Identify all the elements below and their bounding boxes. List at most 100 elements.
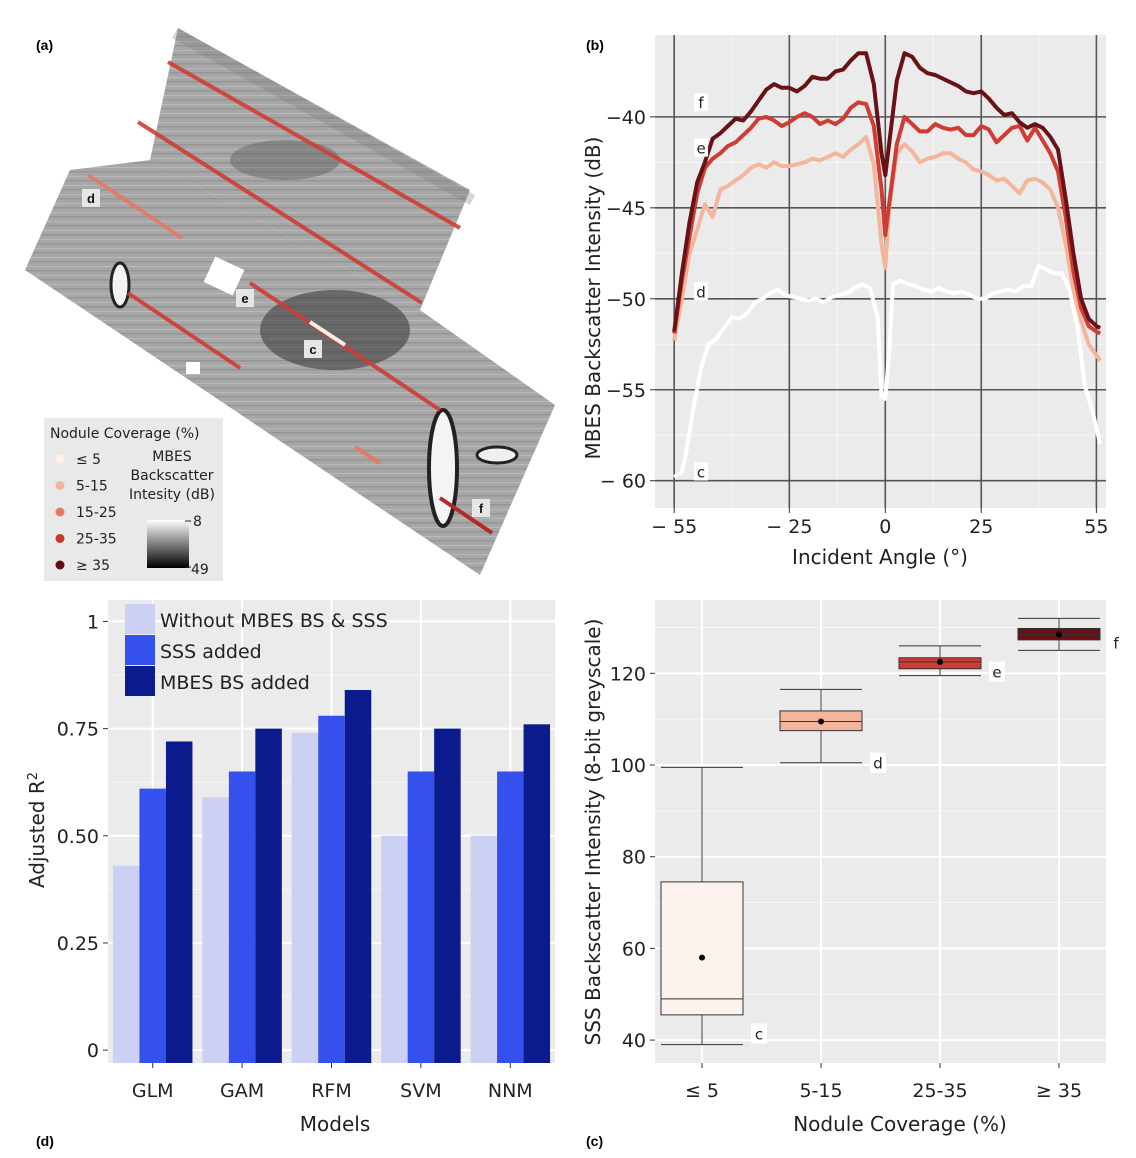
legend-swatch bbox=[55, 534, 65, 543]
transect-line bbox=[136, 120, 424, 305]
legend-swatch bbox=[55, 454, 65, 464]
panel-b-tag: (b) bbox=[586, 37, 604, 53]
panel-c-box-plot: c d e f ≤ 5 5-15 25-35 ≥ 35 40 60 80 100 120 Nodul… bbox=[581, 600, 1124, 1149]
y-tick-label: 60 bbox=[622, 938, 646, 960]
y-axis-title: Adjusted R2 bbox=[25, 772, 49, 888]
legend-item-label: 25-35 bbox=[76, 532, 117, 548]
colorbar-min-label: 49 bbox=[191, 562, 209, 578]
data-gap bbox=[186, 362, 200, 374]
bar bbox=[202, 797, 229, 1063]
box bbox=[660, 881, 744, 1016]
line-label: e bbox=[696, 140, 705, 158]
bar bbox=[228, 771, 256, 1063]
colorbar bbox=[147, 520, 189, 568]
line-label: d bbox=[696, 283, 706, 301]
legend-label: MBES BS added bbox=[160, 672, 310, 694]
y-tick-label: 100 bbox=[610, 755, 646, 777]
colorbar-max-label: 8 bbox=[193, 514, 202, 530]
legend-swatch bbox=[55, 507, 65, 517]
y-tick-label: 0.25 bbox=[57, 933, 99, 955]
legend-title: Nodule Coverage (%) bbox=[50, 426, 200, 442]
transects bbox=[86, 60, 494, 535]
legend-swatch bbox=[125, 635, 155, 665]
panel-c-tag: (c) bbox=[586, 1133, 603, 1149]
line-label: f bbox=[698, 94, 704, 112]
series-line-c bbox=[673, 264, 1103, 479]
transect-line bbox=[353, 445, 382, 465]
data-gap bbox=[203, 256, 245, 296]
y-tick-label: −45 bbox=[606, 198, 646, 220]
dark-seafloor-patch bbox=[260, 290, 410, 370]
x-tick-label: 0 bbox=[879, 516, 891, 538]
x-tick-label: ≥ 35 bbox=[1036, 1080, 1082, 1102]
mosaic-main-strip bbox=[25, 160, 555, 575]
x-tick-label: RFM bbox=[311, 1080, 352, 1102]
legend-swatch bbox=[125, 604, 155, 634]
series-line-d bbox=[672, 134, 1102, 362]
site-label-d: d bbox=[87, 191, 95, 206]
transect-line bbox=[438, 496, 494, 535]
transect-line bbox=[126, 291, 242, 370]
y-axis-title: MBES Backscatter Intensity (dB) bbox=[581, 137, 605, 460]
y-tick-label: 0.75 bbox=[57, 719, 99, 741]
line-label-bg bbox=[694, 462, 709, 481]
y-tick-label: 0 bbox=[87, 1040, 99, 1062]
box-label: f bbox=[1113, 634, 1119, 652]
legend-swatch bbox=[125, 666, 155, 696]
line-label: c bbox=[697, 463, 705, 481]
mean-point bbox=[937, 658, 943, 665]
legend-item-label: ≤ 5 bbox=[76, 452, 101, 468]
x-tick-label: 55 bbox=[1084, 516, 1108, 538]
bar bbox=[291, 732, 319, 1063]
series-line-f bbox=[672, 51, 1102, 332]
bar bbox=[470, 835, 498, 1063]
y-tick-label: 80 bbox=[622, 847, 646, 869]
x-tick-label: 25 bbox=[969, 516, 993, 538]
y-tick-label: 120 bbox=[610, 663, 646, 685]
site-label-c: c bbox=[309, 342, 316, 357]
y-tick-label: − 60 bbox=[600, 471, 646, 493]
bar bbox=[407, 771, 435, 1063]
bar bbox=[139, 788, 166, 1063]
box-label-bg bbox=[870, 752, 886, 773]
transect-line bbox=[167, 60, 461, 230]
bar bbox=[165, 741, 193, 1063]
y-tick-label: −50 bbox=[606, 289, 646, 311]
y-tick-label: −55 bbox=[606, 380, 646, 402]
box-label-bg bbox=[989, 661, 1005, 682]
legend-label: SSS added bbox=[160, 641, 262, 663]
panel-d-tag: (d) bbox=[36, 1133, 54, 1149]
line-label-bg bbox=[694, 138, 709, 157]
bar bbox=[381, 835, 408, 1063]
mean-point bbox=[818, 718, 824, 725]
colorbar-title-line2: Backscatter bbox=[131, 468, 214, 484]
x-axis-title: Incident Angle (°) bbox=[792, 545, 968, 569]
legend-item-label: 15-25 bbox=[76, 505, 117, 521]
bar bbox=[434, 728, 461, 1063]
x-axis-title: Nodule Coverage (%) bbox=[793, 1112, 1007, 1136]
x-tick-label: 5-15 bbox=[799, 1080, 842, 1102]
bar bbox=[523, 724, 551, 1063]
mean-point bbox=[1056, 631, 1062, 638]
box-label-bg bbox=[751, 1023, 767, 1044]
panel-a-map: (a) d e c bbox=[25, 28, 555, 581]
box-label: d bbox=[873, 755, 883, 773]
mean-point bbox=[699, 954, 705, 961]
site-label-e: e bbox=[241, 291, 248, 306]
map-legend: Nodule Coverage (%) ≤ 5 5-15 15-25 25-35 ≥ 3… bbox=[44, 418, 223, 581]
site-label-f: f bbox=[479, 501, 484, 516]
box-label: c bbox=[755, 1025, 763, 1043]
line-label-bg bbox=[694, 93, 709, 112]
x-axis-title: Models bbox=[300, 1112, 370, 1136]
bright-feature bbox=[427, 408, 459, 528]
y-tick-label: −40 bbox=[606, 107, 646, 129]
legend-label: Without MBES BS & SSS bbox=[160, 610, 388, 632]
y-axis-title: SSS Backscatter Intensity (8-bit greysca… bbox=[581, 619, 605, 1046]
x-tick-label: − 55 bbox=[651, 516, 697, 538]
bright-feature bbox=[109, 261, 131, 309]
transect-line bbox=[308, 320, 347, 347]
y-axis-title-text: Adjusted R bbox=[25, 780, 49, 888]
x-tick-label: ≤ 5 bbox=[685, 1080, 719, 1102]
transect-line bbox=[86, 173, 184, 240]
